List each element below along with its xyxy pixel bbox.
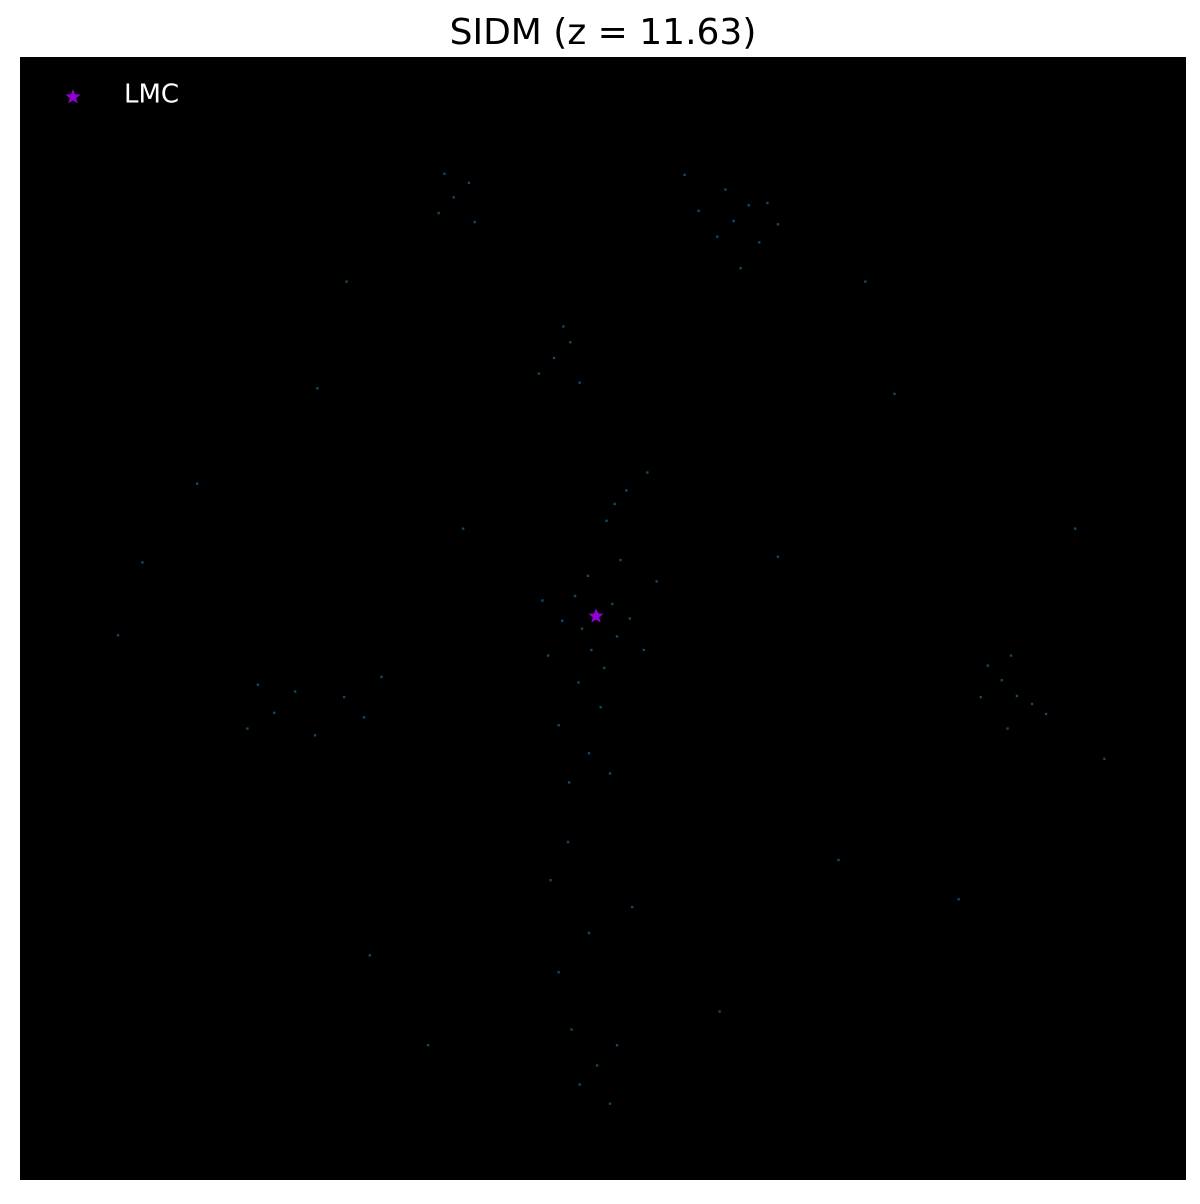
particle [611, 602, 614, 606]
particle [590, 648, 593, 652]
particle [986, 664, 989, 667]
particle [141, 561, 144, 564]
particle [368, 954, 371, 957]
particle [776, 223, 780, 226]
particle [655, 580, 658, 583]
legend-label: LMC [124, 80, 179, 110]
particle [608, 772, 612, 775]
particle [1000, 679, 1003, 682]
legend-marker [65, 89, 81, 104]
particle [697, 209, 700, 213]
particle [1030, 702, 1034, 706]
particle [716, 235, 719, 238]
particle [683, 173, 686, 177]
particle [595, 1064, 599, 1067]
particle [577, 681, 580, 684]
particle [562, 325, 565, 328]
particle [605, 519, 608, 522]
particle [718, 1010, 721, 1013]
particle [541, 599, 544, 602]
particle [443, 172, 446, 175]
particle [1044, 712, 1048, 716]
particle [580, 627, 584, 630]
particle [979, 695, 982, 699]
particle [747, 204, 750, 207]
particle [578, 1083, 581, 1086]
particle [578, 381, 581, 384]
particle [628, 617, 632, 620]
particle [625, 489, 628, 492]
particle [1074, 527, 1077, 530]
particle [196, 482, 199, 485]
particle [642, 648, 646, 652]
particle [586, 574, 590, 578]
particle [316, 387, 319, 390]
particle [957, 898, 960, 901]
particle [587, 931, 591, 935]
particle [776, 555, 780, 558]
particle [552, 356, 556, 360]
chart-title: SIDM (z = 11.63) [450, 12, 757, 53]
particle [426, 1044, 430, 1047]
particle [646, 471, 649, 474]
particle [461, 527, 465, 530]
particle [473, 220, 476, 224]
particle [567, 781, 571, 784]
particle [599, 706, 602, 709]
particle [587, 752, 591, 755]
particle [557, 723, 560, 727]
particle [613, 502, 616, 506]
particle [546, 654, 550, 657]
plot-area [20, 57, 1186, 1180]
particle [342, 695, 346, 699]
particle [573, 594, 577, 598]
particle [1009, 654, 1013, 657]
particle [608, 1102, 612, 1105]
particle [1006, 727, 1009, 730]
particle [1015, 694, 1019, 698]
particle [362, 716, 366, 719]
particle [549, 878, 552, 882]
particle [570, 1028, 573, 1031]
particle [569, 341, 572, 344]
particle [246, 727, 249, 730]
particle [602, 666, 606, 670]
particle [739, 266, 742, 270]
particle [116, 634, 120, 637]
particle [256, 683, 260, 686]
particle [557, 971, 560, 974]
particle [437, 211, 440, 215]
star-marker [588, 608, 604, 623]
particle [537, 372, 541, 375]
particle [893, 392, 896, 396]
particle [766, 201, 769, 205]
particle [615, 635, 619, 638]
particle [452, 196, 455, 199]
particle [864, 280, 867, 283]
particle [313, 734, 317, 737]
particle [566, 840, 570, 844]
particle [630, 905, 634, 909]
particle [293, 690, 297, 693]
particle [619, 558, 622, 562]
particle [732, 219, 735, 223]
particle [724, 188, 727, 191]
particle [380, 675, 383, 679]
particle [345, 280, 348, 283]
particle [272, 711, 276, 715]
particle [1103, 757, 1106, 761]
particle [837, 858, 840, 862]
particle [615, 1044, 619, 1047]
particle [758, 241, 761, 244]
particle [467, 181, 471, 184]
particle [560, 619, 564, 622]
